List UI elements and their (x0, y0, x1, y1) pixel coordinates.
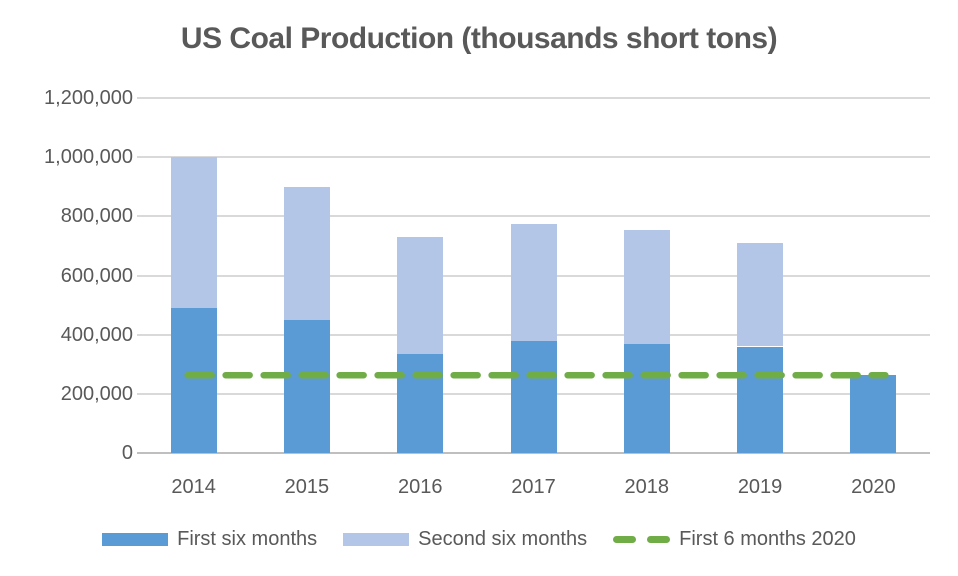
bar-segment-first-half-2015 (283, 319, 330, 453)
legend-dash (613, 535, 637, 543)
chart-title: US Coal Production (thousands short tons… (180, 22, 778, 55)
x-axis-tick-label: 2020 (851, 476, 896, 498)
legend-swatch-icon (102, 532, 169, 546)
x-axis-tick-label: 2017 (511, 476, 556, 498)
bar-segment-second-half-2015 (283, 186, 330, 320)
bar-segment-first-half-2017 (510, 340, 557, 453)
bar-segment-second-half-2016 (397, 237, 444, 354)
legend-label: First six months (177, 527, 318, 550)
x-axis-line (137, 452, 930, 454)
x-axis-tick-label: 2015 (284, 476, 330, 498)
gridline (137, 215, 930, 218)
y-axis-tick-label: 400,000 (60, 323, 133, 346)
bar-segment-second-half-2018 (623, 229, 670, 344)
bar-segment-first-half-2016 (397, 353, 444, 453)
bar-segment-second-half-2017 (510, 223, 557, 341)
legend-dashed-line-icon (613, 535, 671, 543)
y-axis-tick-label: 800,000 (60, 205, 133, 228)
bar-segment-first-half-2019 (737, 346, 784, 453)
legend-label: First 6 months 2020 (679, 527, 856, 550)
bar-segment-second-half-2019 (737, 242, 784, 347)
legend-dash (647, 535, 671, 543)
x-axis-tick-label: 2019 (737, 476, 783, 498)
y-axis-tick-label: 600,000 (60, 264, 133, 287)
legend: First six months Second six months First 6… (0, 524, 958, 554)
bar-segment-second-half-2014 (170, 157, 217, 309)
x-axis-tick-label: 2016 (397, 476, 443, 498)
legend-item-3: First 6 months 2020 (613, 528, 856, 551)
y-axis-tick-label: 0 (121, 442, 133, 464)
x-axis-tick-label: 2014 (171, 476, 216, 498)
gridline (137, 97, 930, 99)
bar-segment-first-half-2014 (170, 308, 217, 453)
x-axis-tick-label: 2018 (624, 476, 670, 498)
legend-label: Second six months (418, 527, 588, 550)
bar-segment-first-half-2020 (850, 375, 897, 453)
legend-swatch-icon (343, 532, 410, 546)
y-axis-tick-label: 1,200,000 (44, 87, 133, 109)
bar-segment-first-half-2018 (623, 343, 670, 453)
y-axis-tick-label: 200,000 (60, 382, 133, 405)
y-axis-tick-label: 1,000,000 (44, 146, 133, 169)
legend-item-1: First six months (102, 528, 317, 551)
legend-item-2: Second six months (343, 528, 587, 551)
gridline (137, 156, 930, 159)
